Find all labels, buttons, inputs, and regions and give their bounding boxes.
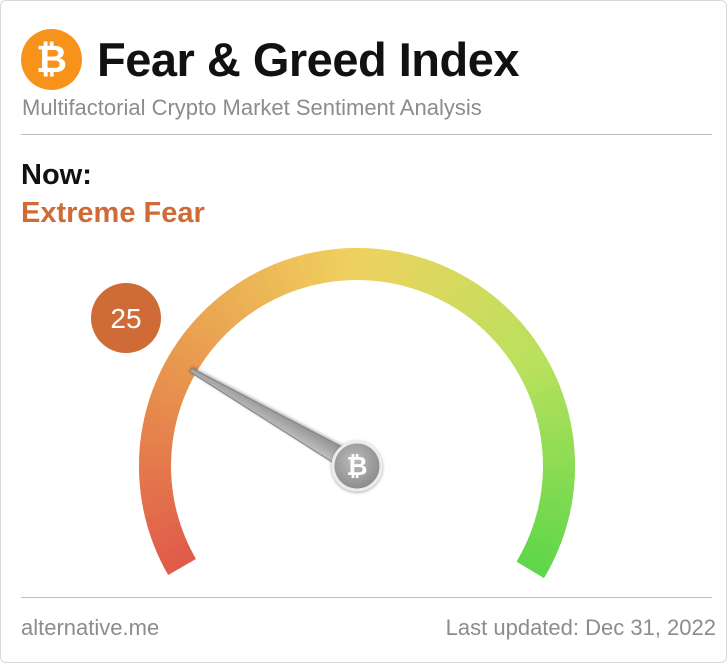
source-link[interactable]: alternative.me (21, 615, 160, 640)
now-label: Now: (21, 159, 92, 191)
header: ₿ Fear & Greed Index (21, 29, 520, 90)
divider (21, 597, 712, 598)
last-updated: Last updated: Dec 31, 2022 (445, 615, 716, 640)
gauge-arc-segment (516, 553, 550, 579)
bitcoin-icon: ₿ (346, 452, 367, 482)
page-subtitle: Multifactorial Crypto Market Sentiment A… (22, 95, 482, 120)
bitcoin-logo-icon: ₿ (21, 29, 82, 90)
sentiment-classification: Extreme Fear (21, 197, 205, 229)
gauge-hub (331, 440, 383, 492)
gauge-needle: ₿ (189, 367, 383, 492)
logo-symbol: ₿ (36, 37, 67, 81)
value-badge-circle (91, 283, 161, 353)
divider (21, 134, 712, 135)
gauge-arc (139, 248, 575, 579)
value-badge: 25 (91, 283, 161, 353)
page-title: Fear & Greed Index (97, 33, 520, 86)
index-value-label: 25 (110, 303, 141, 334)
